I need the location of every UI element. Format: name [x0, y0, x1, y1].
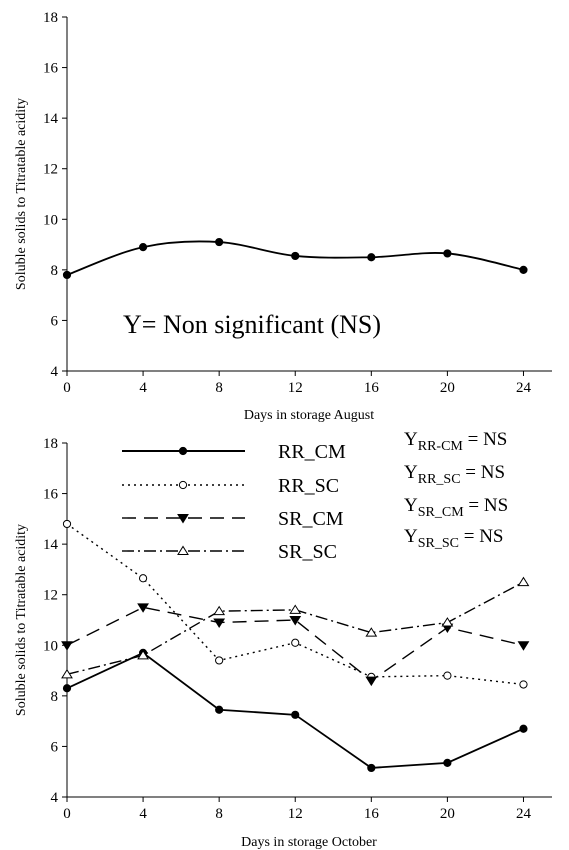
legend-label: SR_SC — [278, 541, 337, 563]
legend-item-rr-cm: RR_CM — [122, 441, 346, 463]
data-point — [289, 604, 302, 614]
data-point — [519, 724, 528, 733]
significance-equation: YRR_SC = NS — [404, 462, 505, 487]
x-tick-label: 16 — [364, 806, 380, 822]
data-point — [215, 705, 224, 714]
significance-equation: YSR_CM = NS — [404, 495, 508, 520]
x-tick-label: 4 — [139, 380, 147, 396]
significance-equation: YSR_SC = NS — [404, 526, 504, 551]
x-tick-label: 4 — [139, 806, 147, 822]
legend-label: SR_CM — [278, 508, 344, 530]
data-point — [517, 641, 530, 651]
y-tick-label: 18 — [43, 10, 58, 26]
x-tick-label: 12 — [288, 380, 303, 396]
data-point — [443, 249, 452, 258]
legend: RR_CM RR_SC SR_CM SR_SC — [122, 441, 346, 563]
y-tick-label: 4 — [51, 364, 59, 380]
data-point — [517, 576, 530, 587]
chart-october: Soluble solids to Titratable acidity Day… — [14, 429, 552, 850]
y-tick-label: 18 — [43, 436, 58, 452]
legend-marker — [178, 446, 188, 456]
data-point — [138, 243, 148, 252]
x-tick-label: 8 — [215, 380, 223, 396]
data-point — [61, 641, 73, 651]
y-tick-label: 10 — [43, 212, 58, 228]
data-point — [519, 265, 528, 274]
legend-marker — [177, 545, 189, 555]
data-point — [365, 676, 378, 687]
y-axis-label: Soluble solids to Titratable acidity — [14, 524, 29, 716]
data-point — [291, 710, 300, 719]
legend-item-rr-sc: RR_SC — [122, 475, 339, 497]
x-tick-label: 12 — [288, 806, 303, 822]
significance-annotation: Y= Non significant (NS) — [123, 310, 381, 339]
y-tick-label: 16 — [43, 487, 59, 503]
x-tick-label: 0 — [63, 806, 71, 822]
data-point — [289, 616, 302, 626]
y-tick-label: 10 — [43, 638, 58, 654]
data-point — [367, 763, 376, 773]
data-point — [519, 680, 528, 689]
legend-item-sr-sc: SR_SC — [122, 541, 337, 563]
y-tick-label: 6 — [51, 313, 59, 329]
series-line-sr-sc — [66, 581, 524, 676]
data-point — [291, 638, 300, 647]
data-point — [215, 656, 224, 665]
data-point — [441, 617, 454, 627]
x-tick-label: 20 — [440, 380, 455, 396]
y-tick-label: 6 — [51, 739, 59, 755]
x-axis-label: Days in storage October — [241, 835, 377, 850]
y-tick-label: 8 — [51, 263, 59, 279]
data-point — [367, 253, 376, 262]
legend-marker — [177, 514, 189, 524]
legend-label: RR_CM — [278, 441, 346, 463]
legend-item-sr-cm: SR_CM — [122, 508, 344, 530]
data-point — [138, 574, 148, 583]
data-point — [443, 671, 452, 680]
x-tick-label: 24 — [516, 806, 532, 822]
legend-marker — [178, 480, 188, 490]
y-tick-label: 16 — [43, 61, 59, 77]
data-point — [213, 618, 226, 628]
data-point — [443, 758, 452, 767]
x-tick-label: 20 — [440, 806, 455, 822]
data-point — [62, 519, 72, 529]
y-tick-label: 4 — [51, 790, 59, 806]
y-tick-label: 14 — [43, 537, 59, 553]
legend-label: RR_SC — [278, 475, 339, 497]
x-tick-label: 0 — [63, 380, 71, 396]
y-tick-label: 14 — [43, 111, 59, 127]
y-tick-label: 8 — [51, 689, 59, 705]
data-point — [62, 270, 72, 280]
y-tick-label: 12 — [43, 162, 58, 178]
x-tick-label: 8 — [215, 806, 223, 822]
data-point — [365, 627, 378, 637]
x-tick-label: 24 — [516, 380, 532, 396]
data-point — [137, 649, 149, 660]
series-line-rr-cm — [66, 651, 524, 769]
data-point — [213, 605, 226, 616]
data-point — [291, 251, 300, 261]
data-point — [215, 237, 224, 247]
y-tick-label: 12 — [43, 588, 58, 604]
significance-equation: YRR-CM = NS — [404, 429, 507, 454]
y-axis-label: Soluble solids to Titratable acidity — [14, 98, 29, 290]
data-point — [61, 668, 73, 679]
chart-august: Soluble solids to Titratable acidity Day… — [14, 10, 552, 423]
data-point — [137, 603, 149, 613]
data-point — [62, 684, 72, 693]
x-tick-label: 16 — [364, 380, 380, 396]
x-axis-label: Days in storage August — [244, 408, 374, 423]
